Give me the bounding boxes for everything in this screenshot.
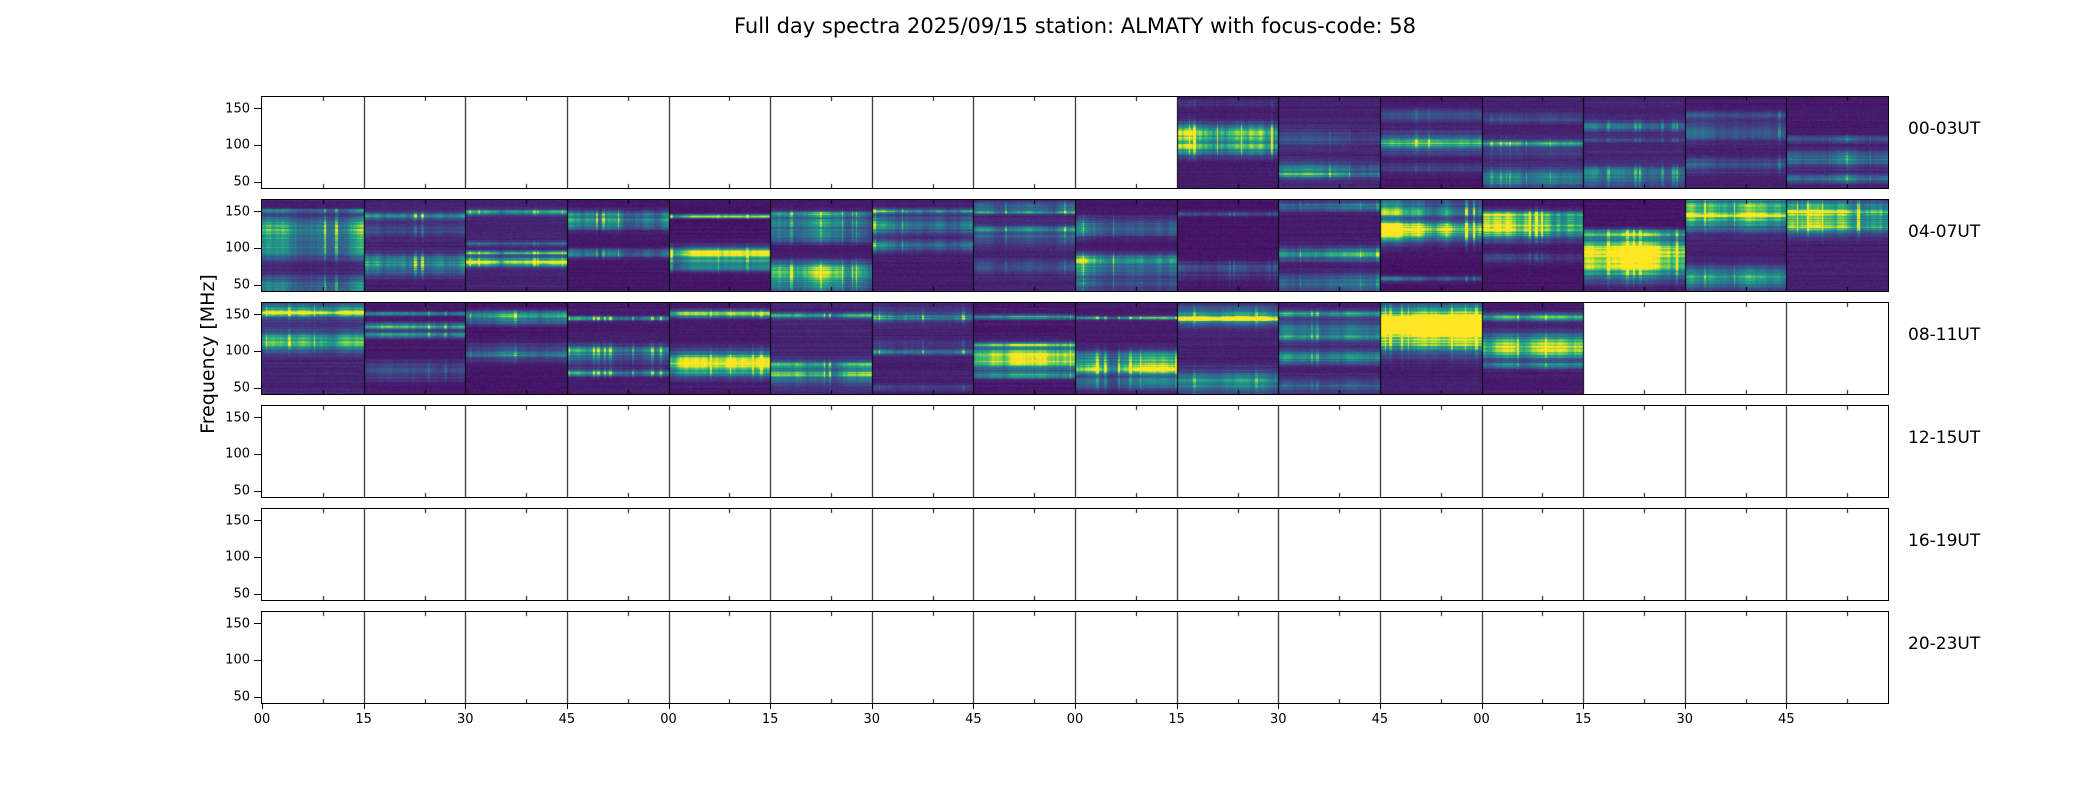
x-axis-tick bbox=[1583, 704, 1585, 709]
x-axis-tick bbox=[668, 704, 670, 709]
y-axis-tick bbox=[254, 593, 261, 595]
y-axis-tick bbox=[254, 696, 261, 698]
spectrogram-canvas bbox=[262, 509, 1888, 600]
x-axis-tick bbox=[465, 704, 467, 709]
x-tick-label: 15 bbox=[1574, 712, 1592, 727]
y-axis-tick bbox=[254, 181, 261, 183]
y-axis-tick bbox=[254, 453, 261, 455]
x-tick-label: 00 bbox=[1066, 712, 1084, 727]
x-tick-label: 00 bbox=[1473, 712, 1490, 727]
spectrogram-canvas bbox=[262, 97, 1888, 188]
row-time-label: 00-03UT bbox=[1908, 119, 1981, 139]
plot-area: 00-03UT 150 100 50 04-07UT 150 100 50 08-11U… bbox=[225, 96, 1980, 707]
x-axis-tick bbox=[1176, 704, 1178, 709]
spectra-row-20-23: 20-23UT 150 100 50 bbox=[225, 611, 1980, 705]
y-tick-label: 150 bbox=[225, 307, 250, 323]
y-axis-tick bbox=[254, 490, 261, 492]
x-axis-tick bbox=[1075, 704, 1076, 709]
y-tick-label: 150 bbox=[225, 204, 250, 220]
spectra-row-04-07: 04-07UT 150 100 50 bbox=[225, 199, 1980, 293]
y-tick-label: 50 bbox=[233, 277, 250, 293]
spectra-row-16-19: 16-19UT 150 100 50 bbox=[225, 508, 1980, 602]
y-tick-label: 50 bbox=[233, 174, 250, 190]
x-axis-tick bbox=[1481, 704, 1483, 709]
x-tick-label: 45 bbox=[558, 712, 576, 727]
x-tick-label: 45 bbox=[965, 712, 982, 727]
y-axis-tick bbox=[254, 387, 261, 389]
x-axis-tick bbox=[770, 704, 772, 709]
x-tick-label: 15 bbox=[355, 712, 372, 727]
y-axis-tick bbox=[254, 211, 261, 213]
spectrogram-canvas bbox=[262, 200, 1888, 291]
spectrogram-canvas bbox=[262, 612, 1888, 703]
y-axis-tick bbox=[254, 247, 261, 249]
row-time-label: 12-15UT bbox=[1908, 428, 1981, 448]
y-tick-label: 100 bbox=[225, 343, 250, 359]
y-tick-label: 100 bbox=[225, 549, 250, 565]
y-axis-tick bbox=[254, 520, 261, 522]
y-axis-tick bbox=[254, 556, 261, 558]
y-axis-tick bbox=[254, 144, 261, 146]
chart-title: Full day spectra 2025/09/15 station: ALM… bbox=[734, 14, 1416, 38]
y-axis-tick bbox=[254, 659, 261, 661]
x-axis-tick bbox=[262, 704, 263, 709]
row-time-label: 16-19UT bbox=[1908, 531, 1981, 551]
spectra-row-08-11: 08-11UT 150 100 50 bbox=[225, 302, 1980, 396]
x-axis: 00 15 30 45 00 15 30 45 00 15 30 45 00 15 30 45 bbox=[254, 704, 1888, 734]
x-axis-tick bbox=[973, 704, 975, 709]
y-axis-tick bbox=[254, 314, 261, 316]
x-axis-tick bbox=[1278, 704, 1280, 709]
spectra-row-12-15: 12-15UT 150 100 50 bbox=[225, 405, 1980, 499]
x-tick-label: 30 bbox=[457, 712, 474, 727]
row-time-label: 04-07UT bbox=[1908, 222, 1981, 242]
y-axis-tick bbox=[254, 350, 261, 352]
x-axis-tick bbox=[566, 704, 568, 709]
row-time-label: 20-23UT bbox=[1908, 634, 1981, 654]
x-axis-tick bbox=[871, 704, 873, 709]
y-axis-tick bbox=[254, 623, 261, 625]
y-tick-label: 150 bbox=[225, 410, 250, 426]
spectra-row-00-03: 00-03UT 150 100 50 bbox=[225, 96, 1980, 190]
x-axis-tick bbox=[1379, 704, 1381, 709]
y-tick-label: 100 bbox=[225, 137, 250, 153]
y-axis-tick bbox=[254, 284, 261, 286]
y-tick-label: 100 bbox=[225, 446, 250, 462]
y-tick-label: 150 bbox=[225, 616, 250, 632]
y-axis-label: Frequency [MHz] bbox=[197, 274, 219, 434]
row-time-label: 08-11UT bbox=[1908, 325, 1981, 345]
spectrogram-canvas bbox=[262, 406, 1888, 497]
y-tick-label: 150 bbox=[225, 513, 250, 529]
x-tick-label: 45 bbox=[1371, 712, 1389, 727]
y-axis-tick bbox=[254, 108, 261, 110]
y-axis-tick bbox=[254, 417, 261, 419]
x-tick-label: 00 bbox=[660, 712, 677, 727]
x-tick-label: 30 bbox=[1270, 712, 1287, 727]
y-tick-label: 100 bbox=[225, 240, 250, 256]
y-tick-label: 50 bbox=[233, 380, 250, 396]
y-tick-label: 150 bbox=[225, 101, 250, 117]
y-tick-label: 100 bbox=[225, 652, 250, 668]
x-axis-tick bbox=[1684, 704, 1686, 709]
x-tick-label: 30 bbox=[1676, 712, 1694, 727]
x-tick-label: 15 bbox=[761, 712, 779, 727]
x-axis-tick bbox=[363, 704, 365, 709]
x-tick-label: 15 bbox=[1168, 712, 1185, 727]
y-tick-label: 50 bbox=[233, 586, 250, 602]
y-tick-label: 50 bbox=[233, 689, 250, 705]
x-axis-tick bbox=[1786, 704, 1788, 709]
y-tick-label: 50 bbox=[233, 483, 250, 499]
x-tick-label: 45 bbox=[1778, 712, 1795, 727]
x-tick-label: 30 bbox=[863, 712, 881, 727]
spectrogram-canvas bbox=[262, 303, 1888, 394]
x-tick-label: 00 bbox=[253, 712, 271, 727]
